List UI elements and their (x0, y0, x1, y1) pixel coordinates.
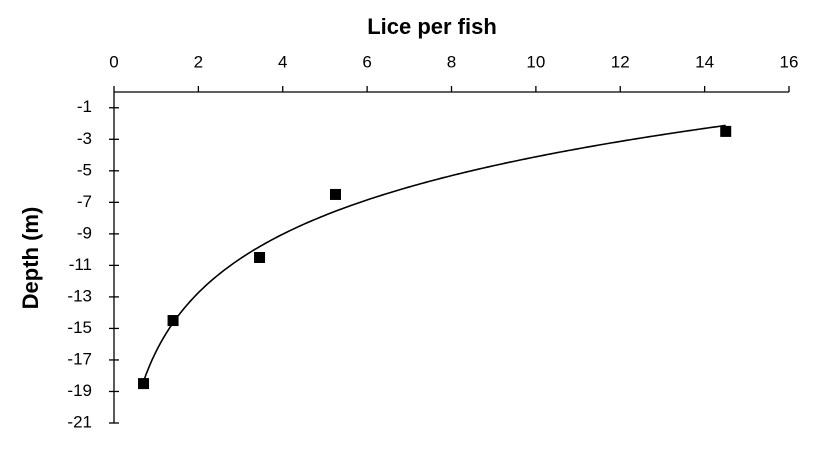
x-axis-title: Lice per fish (367, 14, 497, 39)
y-tick-label: -15 (67, 318, 92, 337)
y-tick-label: -3 (77, 129, 92, 148)
y-tick-label: -19 (67, 381, 92, 400)
y-tick-label: -13 (67, 286, 92, 305)
y-tick-label: -1 (77, 97, 92, 116)
x-tick-label: 0 (109, 52, 118, 71)
data-point (138, 378, 150, 390)
x-tick-label: 8 (447, 52, 456, 71)
x-tick-label: 4 (278, 52, 287, 71)
x-tick-label: 10 (526, 52, 545, 71)
x-tick-label: 14 (695, 52, 714, 71)
x-tick-label: 2 (194, 52, 203, 71)
y-tick-label: -5 (77, 160, 92, 179)
y-tick-label: -21 (67, 412, 92, 431)
data-point (720, 125, 732, 137)
data-point (167, 315, 179, 327)
data-point (254, 252, 266, 263)
y-tick-label: -11 (69, 255, 92, 274)
x-tick-label: 16 (780, 52, 799, 71)
data-point (329, 188, 341, 200)
y-tick-label: -9 (77, 223, 92, 242)
x-tick-label: 6 (362, 52, 371, 71)
trendline (142, 124, 726, 382)
y-tick-label: -7 (77, 192, 92, 211)
y-tick-label: -17 (67, 349, 92, 368)
y-axis-title: Depth (m) (18, 207, 43, 310)
x-tick-label: 12 (611, 52, 630, 71)
